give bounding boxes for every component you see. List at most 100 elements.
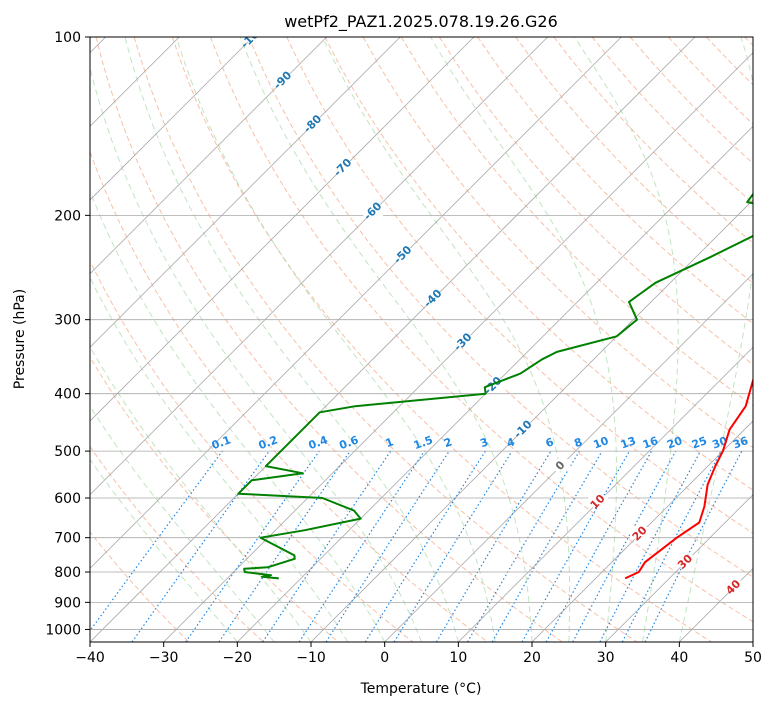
isotherm-line <box>458 346 753 642</box>
mixing-ratio-label: 0.2 <box>257 433 280 452</box>
dry-adiabat-line <box>324 37 753 491</box>
y-axis-label: Pressure (hPa) <box>12 289 28 389</box>
mixing-ratio-label: 4 <box>505 435 517 450</box>
y-tick-label: 500 <box>54 444 81 460</box>
mixing-ratio-label: 0.1 <box>210 433 233 452</box>
isotherm-line <box>90 37 401 348</box>
dry-adiabat-line <box>438 37 753 366</box>
mixing-ratio-label: 13 <box>619 434 638 451</box>
mixing-ratio-label: 3 <box>478 435 490 450</box>
moist-adiabat-line <box>90 65 422 642</box>
y-tick-label: 1000 <box>45 622 81 638</box>
isotherm-line <box>752 641 753 642</box>
dry-adiabat-label-bg <box>453 335 474 348</box>
isotherm-line <box>90 37 548 496</box>
mixing-ratio-label: 25 <box>690 434 709 451</box>
isotherm-line <box>90 37 696 642</box>
isotherm-line <box>90 37 622 569</box>
mixing-ratio-label: 1.5 <box>412 433 435 452</box>
mixing-ratio-line <box>90 450 223 632</box>
mixing-ratio-line <box>298 450 425 642</box>
dry-adiabat-label-bg <box>513 422 534 435</box>
x-tick-label: 10 <box>449 650 467 666</box>
mixing-ratio-label: 20 <box>665 434 684 452</box>
temperature-profile <box>624 377 753 580</box>
x-axis: −40 −30 −20 −10 0 10 20 30 40 50 <box>75 642 762 666</box>
moist-adiabat-line <box>430 37 617 642</box>
mixing-ratio-label: 8 <box>572 435 584 450</box>
background-lines <box>90 37 753 642</box>
x-tick-label: −10 <box>296 650 326 666</box>
moist-adiabat-line <box>90 405 275 642</box>
isotherm-line <box>237 125 753 642</box>
dry-adiabat-label-bg <box>675 555 696 568</box>
dry-adiabat-label-bg <box>363 204 384 217</box>
y-tick-label: 900 <box>54 595 81 611</box>
x-tick-label: −40 <box>75 650 105 666</box>
dry-adiabat-label-bg <box>333 160 354 173</box>
x-tick-label: 50 <box>744 650 762 666</box>
mixing-ratio-label: 1 <box>384 435 396 450</box>
mixing-ratio-line <box>185 450 320 642</box>
y-tick-label: 200 <box>54 208 81 224</box>
y-tick-label: 300 <box>54 313 81 329</box>
dry-adiabat-line <box>515 37 753 284</box>
isotherm-line <box>384 273 753 642</box>
mixing-ratio-line <box>131 450 270 642</box>
dry-adiabat-line <box>477 37 753 325</box>
isotherm-line <box>90 37 327 275</box>
mixing-ratio-line <box>521 450 631 642</box>
x-tick-label: 40 <box>670 650 688 666</box>
moist-adiabat-line <box>90 189 386 642</box>
dry-adiabat-label-bg <box>393 248 414 261</box>
mixing-ratio-label: 0.4 <box>307 433 330 452</box>
x-tick-label: 30 <box>597 650 615 666</box>
x-tick-label: −30 <box>149 650 179 666</box>
dry-adiabat-label-bg <box>273 73 294 86</box>
dry-adiabat-label-bg <box>630 526 651 539</box>
x-tick-label: 0 <box>380 650 389 666</box>
dry-adiabat-line <box>90 150 488 642</box>
isotherm-line <box>531 420 753 642</box>
moist-adiabat-line <box>322 37 571 642</box>
dry-adiabat-line <box>90 445 264 642</box>
dewpoint-profile <box>237 192 753 580</box>
y-axis: 100 200 300 400 500 600 700 800 900 1000 <box>45 30 90 638</box>
mixing-ratio-line <box>393 450 513 642</box>
dry-adiabat-line <box>400 37 753 407</box>
dry-adiabat-line <box>90 531 190 642</box>
dry-adiabat-label-bg <box>723 580 744 593</box>
chart-title: wetPf2_PAZ1.2025.078.19.26.G26 <box>284 12 558 32</box>
mixing-ratio-line <box>262 450 392 642</box>
mixing-ratio-label: 36 <box>731 434 750 452</box>
moist-adiabat-line <box>574 37 679 642</box>
dry-adiabat-label-bg <box>423 291 444 304</box>
mixing-ratio-line <box>325 450 450 642</box>
x-tick-label: −20 <box>223 650 253 666</box>
isotherm-line <box>605 494 753 642</box>
mixing-ratio-label: 10 <box>592 434 611 452</box>
x-axis-label: Temperature (°C) <box>360 681 482 697</box>
dry-adiabat-line <box>362 37 753 449</box>
isotherm-line <box>310 199 753 642</box>
y-tick-label: 100 <box>54 30 81 46</box>
dry-adiabat-line <box>248 37 753 578</box>
moist-adiabat-line <box>175 37 496 642</box>
dry-adiabat-line <box>171 37 712 642</box>
dry-adiabat-label-bg <box>303 117 324 130</box>
dry-adiabat-line <box>90 259 414 642</box>
dry-adiabat-line <box>133 37 638 642</box>
mixing-ratio-line <box>545 450 653 642</box>
isotherm-line <box>90 37 475 422</box>
profiles <box>237 192 753 580</box>
y-tick-label: 700 <box>54 531 81 547</box>
mixing-ratio-label: 2 <box>442 435 454 450</box>
y-tick-label: 400 <box>54 387 81 403</box>
plot-background <box>90 37 753 642</box>
isotherm-line <box>90 37 254 201</box>
mixing-ratio-label: 16 <box>641 434 660 452</box>
mixing-ratio-line <box>572 450 677 642</box>
mixing-ratio-line <box>218 450 351 642</box>
dry-adiabat-label-bg <box>243 37 263 42</box>
